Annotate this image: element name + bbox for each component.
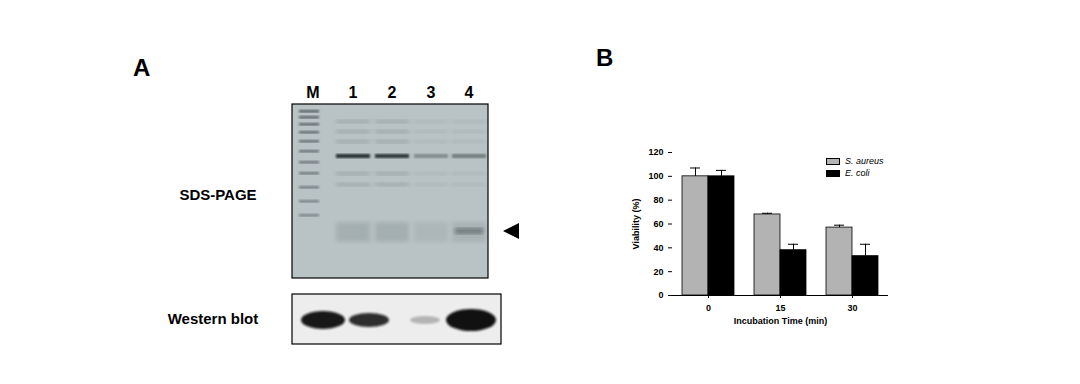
svg-text:SDS-PAGE: SDS-PAGE [179, 186, 256, 203]
svg-text:0: 0 [706, 303, 711, 313]
svg-text:0: 0 [658, 290, 663, 300]
svg-text:4: 4 [465, 84, 474, 101]
svg-text:40: 40 [653, 243, 663, 253]
svg-text:Viability (%): Viability (%) [631, 199, 641, 250]
svg-text:120: 120 [648, 147, 663, 157]
html-text:B: B [596, 44, 614, 71]
svg-text:20: 20 [653, 267, 663, 277]
svg-text:15: 15 [775, 303, 785, 313]
svg-text:3: 3 [427, 84, 436, 101]
html-text:S. aureus: S. aureus [845, 156, 884, 166]
svg-text:A: A [133, 54, 150, 81]
svg-text:30: 30 [847, 303, 857, 313]
svg-text:Incubation Time (min): Incubation Time (min) [734, 316, 827, 326]
html-text:E. coli: E. coli [845, 168, 870, 178]
svg-text:Western blot: Western blot [168, 310, 259, 327]
svg-text:M: M [306, 84, 319, 101]
svg-text:60: 60 [653, 219, 663, 229]
svg-text:1: 1 [349, 84, 358, 101]
svg-text:2: 2 [388, 84, 397, 101]
svg-text:80: 80 [653, 195, 663, 205]
svg-text:100: 100 [648, 171, 663, 181]
